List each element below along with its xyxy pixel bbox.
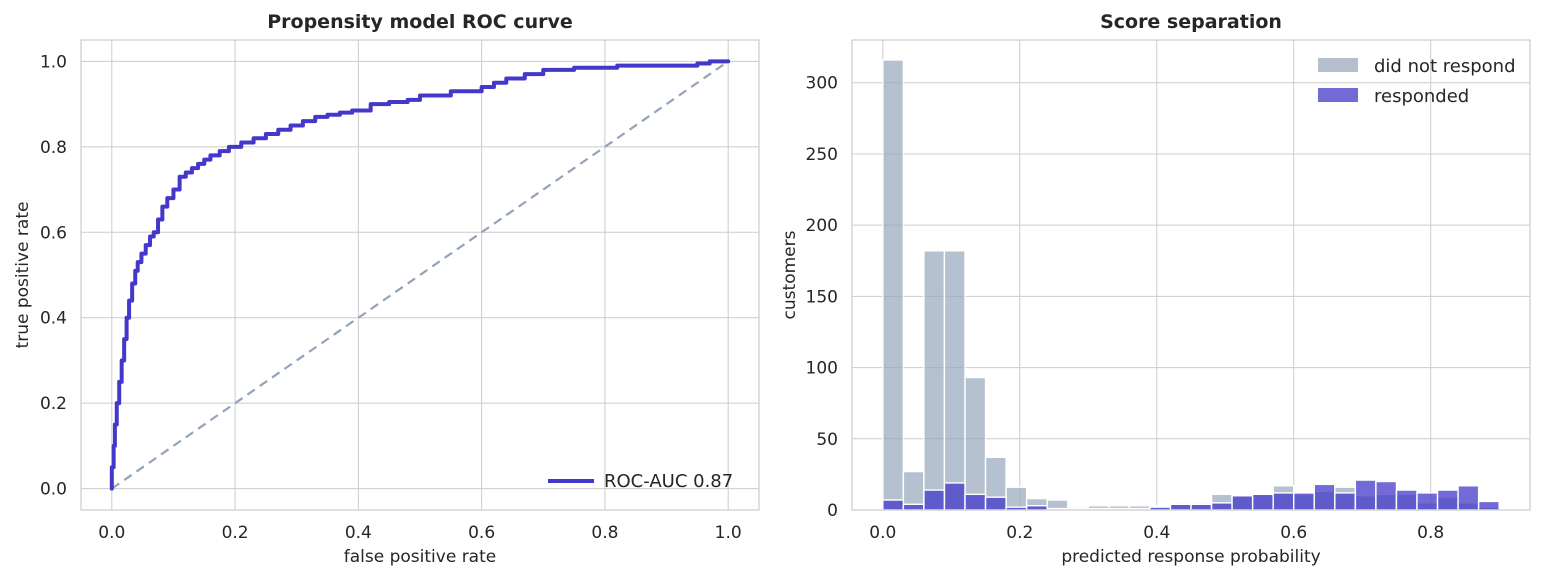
hist-y-tick-label: 150 [806, 287, 838, 307]
bar-responded [1293, 492, 1315, 511]
hist-plot-frame [851, 39, 1531, 511]
legend-label-did-not-respond: did not respond [1374, 56, 1516, 77]
roc-y-tick-label: 0.0 [40, 480, 67, 500]
hist-bars [882, 59, 1500, 511]
roc-x-tick-label: 0.4 [345, 523, 372, 543]
bar-responded [1354, 479, 1377, 511]
hist-title: Score separation [1100, 11, 1282, 33]
bar-did-not-respond [882, 59, 905, 511]
hist-y-axis-label: customers [780, 230, 800, 319]
bar-responded [923, 489, 946, 511]
roc-y-axis-label: true positive rate [13, 202, 33, 349]
bar-responded [902, 503, 925, 511]
legend-swatch-did-not-respond [1318, 58, 1358, 72]
roc-y-tick-label: 0.4 [40, 309, 67, 329]
bar-responded [1313, 483, 1336, 511]
bar-did-not-respond [943, 250, 966, 511]
roc-x-tick-label: 0.2 [222, 523, 249, 543]
hist-y-tick-label: 250 [806, 145, 838, 165]
roc-panel: 0.0 0.2 0.4 0.6 0.8 1.0 0.0 0.2 0.4 0.6 0.8 1.0 Pr… [13, 11, 760, 567]
hist-x-axis-label: predicted response probability [1061, 547, 1320, 567]
roc-legend-label: ROC-AUC 0.87 [604, 471, 733, 492]
roc-x-tick-label: 0.6 [468, 523, 495, 543]
bar-responded [882, 499, 905, 511]
hist-x-tick-label: 0.2 [1006, 523, 1033, 543]
roc-x-tick-label: 0.8 [591, 523, 618, 543]
roc-x-ticks: 0.0 0.2 0.4 0.6 0.8 1.0 [98, 523, 741, 543]
bar-responded [1190, 503, 1213, 511]
bar-responded [1169, 503, 1192, 511]
bar-responded [984, 496, 1007, 511]
bar-responded [1251, 493, 1274, 511]
legend-label-responded: responded [1374, 86, 1469, 107]
bar-responded [1210, 502, 1233, 511]
roc-plot-frame [80, 39, 760, 511]
roc-curve-line [109, 59, 731, 491]
roc-x-tick-label: 0.0 [98, 523, 125, 543]
hist-y-tick-label: 50 [816, 430, 838, 450]
hist-x-tick-label: 0.0 [869, 523, 896, 543]
chance-diagonal-line [111, 60, 729, 490]
hist-x-tick-label: 0.6 [1280, 523, 1307, 543]
roc-y-tick-label: 0.8 [40, 138, 67, 158]
roc-y-ticks: 0.0 0.2 0.4 0.6 0.8 1.0 [40, 52, 67, 499]
bar-responded [1477, 500, 1500, 511]
roc-title: Propensity model ROC curve [267, 11, 573, 33]
legend-swatch-responded [1318, 88, 1358, 102]
roc-y-tick-label: 0.6 [40, 223, 67, 243]
roc-x-tick-label: 1.0 [715, 523, 742, 543]
roc-series [109, 59, 731, 491]
bar-responded [1272, 492, 1295, 511]
hist-legend: did not respond responded [1318, 56, 1516, 107]
score-separation-panel: 0.0 0.2 0.4 0.6 0.8 0 50 100 150 200 250 300 Score… [780, 11, 1531, 567]
hist-x-tick-label: 0.8 [1417, 523, 1444, 543]
bar-responded [1375, 480, 1398, 511]
bar-responded [1457, 485, 1480, 511]
bar-responded [1395, 489, 1418, 511]
roc-x-axis-label: false positive rate [344, 547, 496, 567]
hist-y-ticks: 0 50 100 150 200 250 300 [806, 74, 838, 521]
bar-responded [1025, 505, 1048, 511]
bar-responded [964, 493, 987, 511]
roc-gridlines [81, 40, 759, 510]
bar-responded [943, 482, 966, 511]
bar-responded [1416, 492, 1439, 511]
hist-y-tick-label: 0 [827, 501, 838, 521]
bar-responded [1334, 492, 1357, 511]
bar-responded [1231, 495, 1254, 511]
roc-y-tick-label: 0.2 [40, 394, 67, 414]
roc-legend: ROC-AUC 0.87 [548, 471, 733, 492]
bar-did-not-respond [923, 250, 946, 511]
bar-responded [1436, 489, 1459, 511]
hist-x-ticks: 0.0 0.2 0.4 0.6 0.8 [869, 523, 1444, 543]
hist-y-tick-label: 200 [806, 216, 838, 236]
bar-did-not-respond [964, 376, 987, 511]
roc-y-tick-label: 1.0 [40, 52, 67, 72]
hist-y-tick-label: 300 [806, 74, 838, 94]
hist-y-tick-label: 100 [806, 359, 838, 379]
hist-x-tick-label: 0.4 [1143, 523, 1170, 543]
